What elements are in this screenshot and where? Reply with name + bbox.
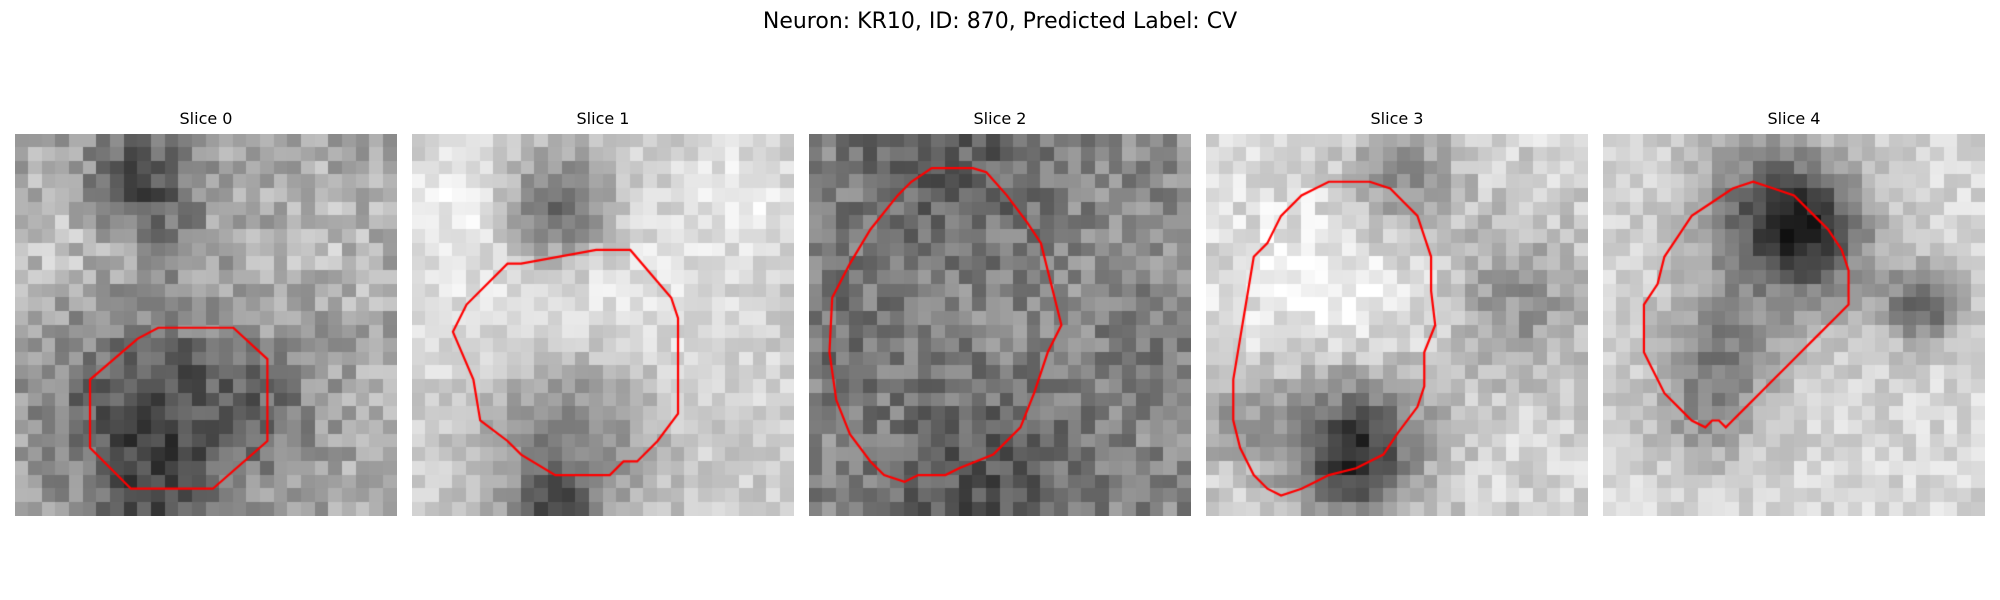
slice-panel-2: Slice 2 xyxy=(809,108,1191,538)
slice-4-image xyxy=(1603,134,1985,516)
slice-1-image xyxy=(412,134,794,516)
slice-panel-4: Slice 4 xyxy=(1603,108,1985,538)
slice-3-title: Slice 3 xyxy=(1370,109,1424,128)
slice-panel-0: Slice 0 xyxy=(15,108,397,538)
slice-0-image xyxy=(15,134,397,516)
slice-panel-3: Slice 3 xyxy=(1206,108,1588,538)
slice-0-title: Slice 0 xyxy=(179,109,233,128)
slice-4-title: Slice 4 xyxy=(1767,109,1821,128)
slice-2-title: Slice 2 xyxy=(973,109,1027,128)
slice-2-image xyxy=(809,134,1191,516)
slice-panel-1: Slice 1 xyxy=(412,108,794,538)
slice-3-image xyxy=(1206,134,1588,516)
slice-1-title: Slice 1 xyxy=(576,109,630,128)
figure-title: Neuron: KR10, ID: 870, Predicted Label: … xyxy=(762,9,1238,34)
